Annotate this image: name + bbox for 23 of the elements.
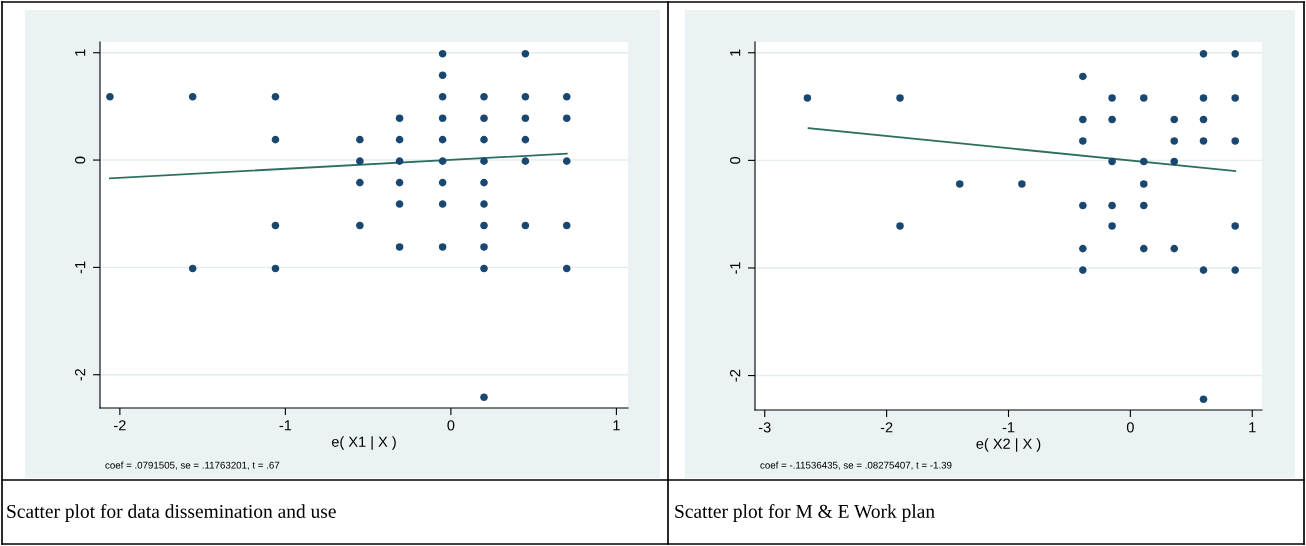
y-tick-label: -2 [74, 368, 86, 381]
x-tick-label: -2 [880, 422, 893, 433]
x-axis-title: e( X2 | X ) [976, 438, 1041, 452]
text: Scatter plot for M & E Work plan [675, 504, 935, 522]
x-tick-label: 1 [613, 420, 620, 431]
text: coef = .0791505, se = .11763201, t = .67 [105, 461, 280, 470]
y-tick-label: -1 [730, 262, 741, 274]
y-tick-label: 0 [74, 156, 86, 164]
x-tick-label: -3 [758, 422, 771, 433]
y-tick-label: 0 [729, 156, 741, 164]
y-tick-label: -1 [75, 261, 86, 274]
y-tick-label: 1 [730, 49, 741, 56]
y-tick-label: 1 [75, 49, 86, 56]
x-axis-title: e( X1 | X ) [331, 436, 396, 450]
text: Scatter plot for data dissemination and use [7, 504, 336, 522]
x-tick-label: -2 [114, 420, 126, 431]
y-tick-label: -2 [729, 369, 741, 382]
x-tick-label: -1 [279, 420, 292, 431]
text: coef = -.11536435, se = .08275407, t = -1.39 [760, 461, 952, 470]
x-tick-label: -1 [1002, 422, 1015, 433]
x-tick-label: 0 [447, 420, 455, 431]
x-tick-label: 1 [1249, 422, 1256, 433]
x-tick-label: 0 [1126, 422, 1134, 433]
